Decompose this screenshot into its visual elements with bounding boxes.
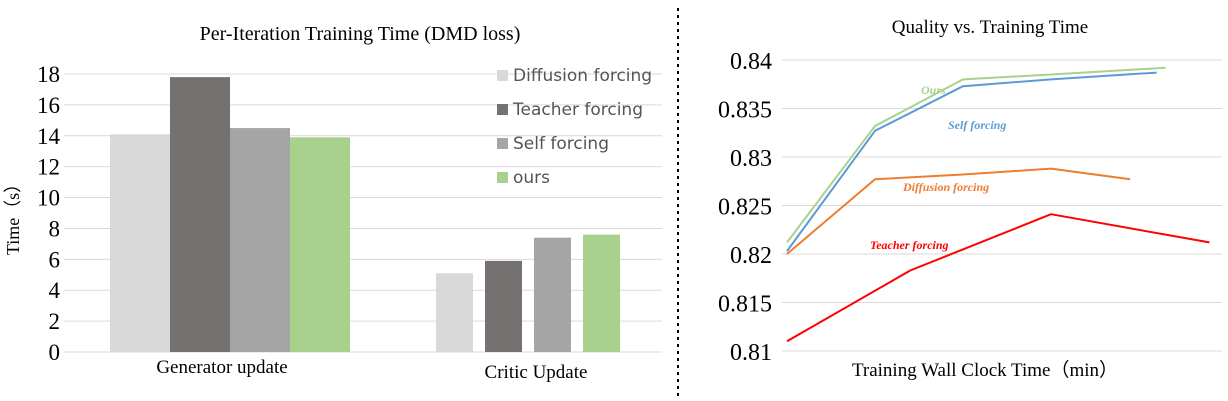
bar-teacher-forcing-1	[485, 260, 522, 352]
bar-ours-0	[290, 137, 350, 352]
line-chart-series	[786, 66, 1210, 343]
line-series-label: Self forcing	[948, 118, 1006, 132]
bar-y-tick-label: 4	[49, 278, 61, 303]
bar-y-tick-label: 10	[37, 186, 60, 211]
bar-chart-legend: Diffusion forcing Teacher forcing Self for…	[497, 66, 652, 188]
legend-swatch	[497, 172, 508, 183]
bar-y-tick-label: 16	[37, 93, 60, 118]
bar-self-forcing-1	[534, 237, 571, 352]
bar-chart-y-ticks: 0 2 4 6 8 10 12 14 16 18	[37, 62, 61, 365]
bar-y-tick-label: 12	[37, 155, 60, 180]
line-series-self-forcing	[786, 71, 1157, 252]
legend-swatch	[497, 70, 508, 81]
line-chart-x-axis-label: Training Wall Clock Time（min）	[852, 359, 1118, 381]
bar-chart-title: Per-Iteration Training Time (DMD loss)	[200, 23, 521, 45]
bar-diffusion-forcing-1	[436, 273, 473, 352]
bar-y-tick-label: 14	[37, 124, 61, 149]
line-y-tick-label: 0.81	[730, 340, 772, 366]
line-y-tick-label: 0.835	[718, 98, 772, 124]
line-series-label: Diffusion forcing	[902, 180, 989, 194]
legend-label: ours	[513, 168, 550, 188]
line-series-ours	[786, 66, 1166, 244]
line-series-label: Teacher forcing	[870, 238, 949, 252]
line-y-tick-label: 0.825	[718, 195, 772, 221]
bar-chart-bars	[110, 77, 620, 352]
bar-ours-1	[583, 234, 620, 352]
bar-teacher-forcing-0	[170, 77, 230, 352]
line-y-tick-label: 0.82	[730, 243, 772, 269]
line-series-teacher-forcing	[786, 213, 1210, 343]
bar-x-tick-label: Critic Update	[485, 362, 588, 383]
bar-diffusion-forcing-0	[110, 134, 170, 352]
line-y-tick-label: 0.84	[730, 49, 772, 75]
legend-swatch	[497, 138, 508, 149]
bar-chart-x-ticks: Generator update Critic Update	[156, 357, 587, 383]
legend-swatch	[497, 104, 508, 115]
line-y-tick-label: 0.83	[730, 146, 772, 172]
legend-label: Self forcing	[513, 134, 609, 154]
bar-y-tick-label: 0	[49, 340, 61, 365]
legend-label: Diffusion forcing	[513, 66, 652, 86]
line-chart-y-ticks: 0.81 0.815 0.82 0.825 0.83 0.835 0.84	[718, 49, 772, 366]
legend-label: Teacher forcing	[512, 100, 643, 120]
line-series-diffusion-forcing	[786, 167, 1131, 255]
line-chart: Quality vs. Training Time 0.810.8150.820…	[718, 17, 1222, 381]
line-chart-series-labels: Ours Self forcing Diffusion forcing Teacher…	[870, 83, 1006, 252]
bar-chart-y-axis-label: Time（s）	[3, 175, 23, 255]
line-series-label: Ours	[921, 83, 946, 97]
bar-x-tick-label: Generator update	[156, 357, 287, 378]
line-y-tick-label: 0.815	[718, 292, 772, 318]
bar-y-tick-label: 6	[49, 247, 61, 272]
line-chart-title: Quality vs. Training Time	[892, 17, 1088, 38]
bar-y-tick-label: 18	[37, 62, 60, 87]
bar-self-forcing-0	[230, 128, 290, 352]
bar-y-tick-label: 2	[49, 309, 61, 334]
bar-chart: Per-Iteration Training Time (DMD loss) T…	[3, 23, 662, 383]
bar-y-tick-label: 8	[49, 216, 61, 241]
